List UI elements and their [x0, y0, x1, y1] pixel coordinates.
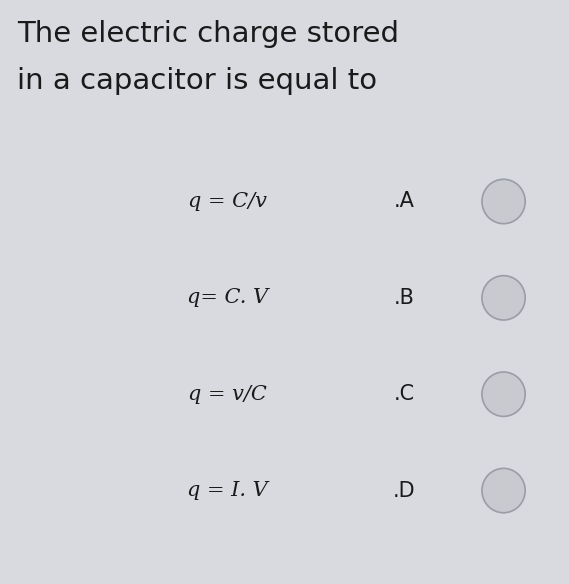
Text: q = C/v: q = C/v [188, 192, 267, 211]
Text: .A: .A [394, 192, 414, 211]
Text: .C: .C [393, 384, 415, 404]
Text: q = I. V: q = I. V [187, 481, 268, 500]
Text: q = v/C: q = v/C [188, 385, 267, 404]
Circle shape [482, 276, 525, 320]
Circle shape [482, 179, 525, 224]
Circle shape [482, 372, 525, 416]
Circle shape [482, 468, 525, 513]
Text: in a capacitor is equal to: in a capacitor is equal to [17, 67, 377, 95]
Text: q= C. V: q= C. V [187, 288, 268, 307]
Text: .D: .D [393, 481, 415, 500]
Text: The electric charge stored: The electric charge stored [17, 20, 399, 48]
Text: .B: .B [394, 288, 414, 308]
